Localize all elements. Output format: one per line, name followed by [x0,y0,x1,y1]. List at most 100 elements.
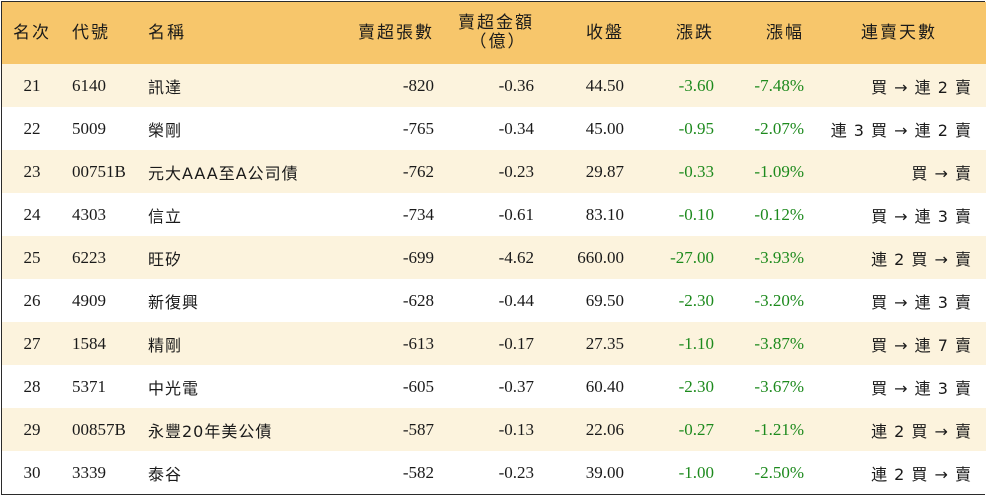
cell-streak: 連 2 買 → 賣 [871,464,972,484]
cell-sell-amount: -4.62 [498,247,534,267]
cell-change: -3.60 [678,75,714,95]
cell-rank: 27 [23,333,41,353]
cell-rank: 22 [23,118,41,138]
cell-change: -2.30 [678,376,714,396]
cell-name[interactable]: 泰谷 [148,464,183,484]
cell-streak: 買 → 連 3 賣 [871,378,972,398]
cell-sell-amount: -0.37 [498,376,534,396]
cell-name[interactable]: 信立 [148,206,183,226]
cell-sell-volume: -820 [402,75,434,95]
table-row[interactable]: 24 4303 信立 -734 -0.61 83.10 -0.10 -0.12%… [2,193,986,236]
cell-name[interactable]: 永豐20年美公債 [148,421,273,441]
cell-sell-volume: -605 [402,376,434,396]
cell-code[interactable]: 6140 [72,75,106,95]
cell-sell-amount: -0.44 [498,290,534,310]
cell-change: -1.10 [678,333,714,353]
header-close[interactable]: 收盤 [586,22,624,43]
cell-sell-volume: -762 [402,161,434,181]
cell-code[interactable]: 1584 [72,333,106,353]
cell-sell-volume: -582 [402,462,434,482]
header-code[interactable]: 代號 [72,22,110,43]
cell-close: 660.00 [577,247,624,267]
cell-rank: 29 [23,419,41,439]
cell-rank: 25 [23,247,41,267]
header-change[interactable]: 漲跌 [676,22,714,43]
cell-streak: 連 2 買 → 賣 [871,421,972,441]
header-sell-volume[interactable]: 賣超張數 [358,22,434,43]
cell-close: 69.50 [585,290,624,310]
cell-rank: 23 [23,161,41,181]
cell-change: -27.00 [670,247,714,267]
cell-name[interactable]: 元大AAA至A公司債 [148,163,299,183]
cell-close: 29.87 [585,161,624,181]
cell-streak: 買 → 連 3 賣 [871,206,972,226]
table-row[interactable]: 25 6223 旺矽 -699 -4.62 660.00 -27.00 -3.9… [2,236,986,279]
cell-code[interactable]: 5009 [72,118,106,138]
cell-rank: 24 [23,204,41,224]
header-name[interactable]: 名稱 [148,22,186,43]
cell-close: 39.00 [585,462,624,482]
cell-sell-volume: -734 [402,204,434,224]
cell-rank: 30 [23,462,41,482]
header-sell-amount-unit: （億） [469,32,527,52]
cell-streak: 買 → 連 7 賣 [871,335,972,355]
cell-rank: 21 [23,75,41,95]
cell-sell-amount: -0.23 [498,161,534,181]
cell-code[interactable]: 5371 [72,376,106,396]
cell-code[interactable]: 00857B [72,419,126,439]
cell-name[interactable]: 訊達 [148,77,183,97]
cell-change-pct: -3.20% [754,290,804,310]
cell-streak: 連 3 買 → 連 2 賣 [830,120,972,140]
cell-streak: 買 → 連 3 賣 [871,292,972,312]
cell-name[interactable]: 精剛 [148,335,183,355]
cell-name[interactable]: 新復興 [148,292,200,312]
cell-code[interactable]: 4909 [72,290,106,310]
cell-change: -0.27 [678,419,714,439]
cell-change: -0.95 [678,118,714,138]
cell-change-pct: -3.87% [754,333,804,353]
table-row[interactable]: 28 5371 中光電 -605 -0.37 60.40 -2.30 -3.67… [2,365,986,408]
cell-sell-amount: -0.34 [498,118,534,138]
cell-change-pct: -2.50% [754,462,804,482]
table-row[interactable]: 23 00751B 元大AAA至A公司債 -762 -0.23 29.87 -0… [2,150,986,193]
cell-name[interactable]: 中光電 [148,378,200,398]
cell-close: 60.40 [585,376,624,396]
cell-streak: 連 2 買 → 賣 [871,249,972,269]
cell-code[interactable]: 4303 [72,204,106,224]
table-row[interactable]: 21 6140 訊達 -820 -0.36 44.50 -3.60 -7.48%… [2,64,986,107]
cell-name[interactable]: 旺矽 [148,249,183,269]
cell-code[interactable]: 6223 [72,247,106,267]
header-change-pct[interactable]: 漲幅 [766,22,804,43]
cell-name[interactable]: 榮剛 [148,120,183,140]
table-row[interactable]: 26 4909 新復興 -628 -0.44 69.50 -2.30 -3.20… [2,279,986,322]
header-streak[interactable]: 連賣天數 [861,22,937,43]
cell-change-pct: -3.93% [754,247,804,267]
cell-code[interactable]: 3339 [72,462,106,482]
header-sell-amount[interactable]: 賣超金額 （億） [442,2,542,64]
cell-sell-amount: -0.17 [498,333,534,353]
cell-close: 45.00 [585,118,624,138]
cell-change-pct: -3.67% [754,376,804,396]
table-row[interactable]: 29 00857B 永豐20年美公債 -587 -0.13 22.06 -0.2… [2,408,986,451]
cell-close: 22.06 [585,419,624,439]
cell-rank: 26 [23,290,41,310]
cell-change-pct: -2.07% [754,118,804,138]
cell-streak: 買 → 連 2 賣 [871,77,972,97]
table-row[interactable]: 30 3339 泰谷 -582 -0.23 39.00 -1.00 -2.50%… [2,451,986,494]
header-sell-amount-line1: 賣超金額 [458,13,534,33]
table-row[interactable]: 22 5009 榮剛 -765 -0.34 45.00 -0.95 -2.07%… [2,107,986,150]
cell-sell-volume: -765 [402,118,434,138]
cell-code[interactable]: 00751B [72,161,126,181]
cell-sell-amount: -0.23 [498,462,534,482]
cell-sell-volume: -587 [402,419,434,439]
header-rank[interactable]: 名次 [13,22,51,43]
table-row[interactable]: 27 1584 精剛 -613 -0.17 27.35 -1.10 -3.87%… [2,322,986,365]
cell-sell-volume: -628 [402,290,434,310]
cell-sell-amount: -0.36 [498,75,534,95]
cell-change: -0.33 [678,161,714,181]
cell-change-pct: -0.12% [754,204,804,224]
cell-sell-amount: -0.13 [498,419,534,439]
cell-sell-amount: -0.61 [498,204,534,224]
cell-change-pct: -7.48% [754,75,804,95]
